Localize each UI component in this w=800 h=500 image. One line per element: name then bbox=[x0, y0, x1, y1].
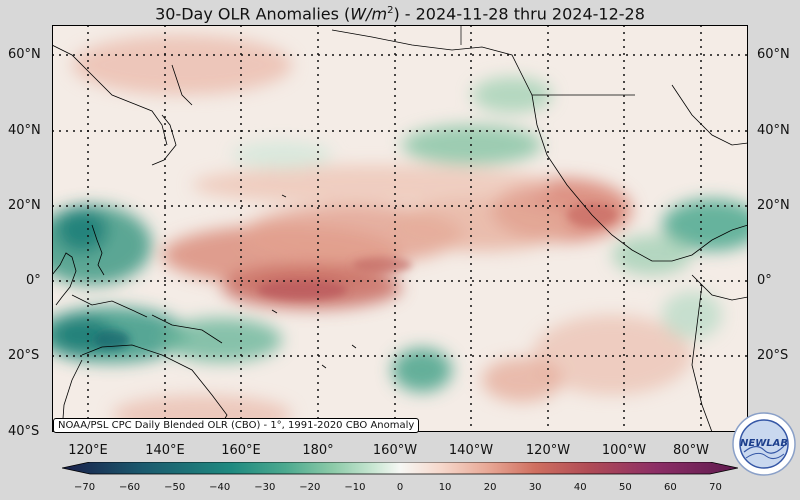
colorbar-tick-label: −20 bbox=[299, 482, 321, 493]
lat-label-20s-right: 20°S bbox=[757, 348, 789, 363]
coast-japan bbox=[151, 114, 177, 166]
colorbar-tick-label: 10 bbox=[438, 482, 452, 493]
olr-anomaly-map bbox=[52, 25, 748, 432]
colorbar-tick-label: 50 bbox=[618, 482, 632, 493]
coast-east-asia bbox=[52, 44, 168, 146]
lat-label-20s-left: 20°S bbox=[8, 348, 40, 363]
colorbar bbox=[62, 462, 738, 475]
lat-label-20n-left: 20°N bbox=[8, 198, 41, 213]
logo-text: NEWLAB bbox=[740, 438, 788, 449]
colorbar-tick-label: 60 bbox=[664, 482, 677, 493]
colorbar-tick-label: 70 bbox=[709, 482, 722, 493]
lon-label-100w: 100°W bbox=[601, 443, 647, 458]
coast-new-guinea bbox=[151, 314, 223, 344]
colorbar-tick-label: 30 bbox=[528, 482, 542, 493]
lon-label-80w: 80°W bbox=[673, 443, 709, 458]
colorbar-tick-label: −50 bbox=[164, 482, 186, 493]
noaa-psl-logo: NEWLAB bbox=[732, 412, 796, 476]
lon-label-140w: 140°W bbox=[448, 443, 494, 458]
coast-south-america-west bbox=[691, 284, 713, 432]
coast-australia-north bbox=[81, 344, 228, 432]
anomaly-detail bbox=[94, 203, 617, 350]
lat-label-60n-right: 60°N bbox=[757, 47, 790, 62]
lon-label-180: 180° bbox=[302, 443, 334, 458]
map-canvas bbox=[52, 25, 748, 432]
coast-kamchatka bbox=[171, 64, 193, 106]
data-credit: NOAA/PSL CPC Daily Blended OLR (CBO) - 1… bbox=[53, 418, 420, 433]
lon-label-160w: 160°W bbox=[372, 443, 418, 458]
lon-label-120e: 120°E bbox=[68, 443, 108, 458]
colorbar-tick-label: 20 bbox=[483, 482, 497, 493]
colorbar-tick-label: −30 bbox=[254, 482, 276, 493]
colorbar-tick-label: −60 bbox=[119, 482, 141, 493]
coast-borneo bbox=[71, 294, 148, 318]
coast-north-america-east bbox=[671, 84, 748, 146]
lat-label-20n-right: 20°N bbox=[757, 198, 790, 213]
colorbar-tick-label: −70 bbox=[73, 482, 96, 493]
colorbar-tick-label: −10 bbox=[344, 482, 366, 493]
colorbar-tick-label: 40 bbox=[573, 482, 587, 493]
coast-se-asia bbox=[52, 252, 77, 306]
graticule bbox=[52, 25, 748, 432]
colorbar-tick-label: 0 bbox=[396, 482, 404, 493]
lon-label-140e: 140°E bbox=[145, 443, 185, 458]
lat-label-40n-right: 40°N bbox=[757, 123, 790, 138]
coast-north-america-west bbox=[331, 29, 748, 262]
lat-label-60n-left: 60°N bbox=[8, 47, 41, 62]
colorbar-tick-label: −40 bbox=[209, 482, 231, 493]
lon-label-120w: 120°W bbox=[525, 443, 571, 458]
page-title: 30-Day OLR Anomalies (W/m2) - 2024-11-28… bbox=[155, 4, 645, 24]
lat-label-40s-left: 40°S bbox=[8, 424, 40, 439]
lon-label-160e: 160°E bbox=[221, 443, 261, 458]
lat-label-eq-left: 0° bbox=[26, 273, 41, 288]
coast-philippines bbox=[91, 224, 105, 276]
lat-label-40n-left: 40°N bbox=[8, 123, 41, 138]
lat-label-eq-right: 0° bbox=[757, 273, 772, 288]
coastlines bbox=[52, 25, 748, 432]
